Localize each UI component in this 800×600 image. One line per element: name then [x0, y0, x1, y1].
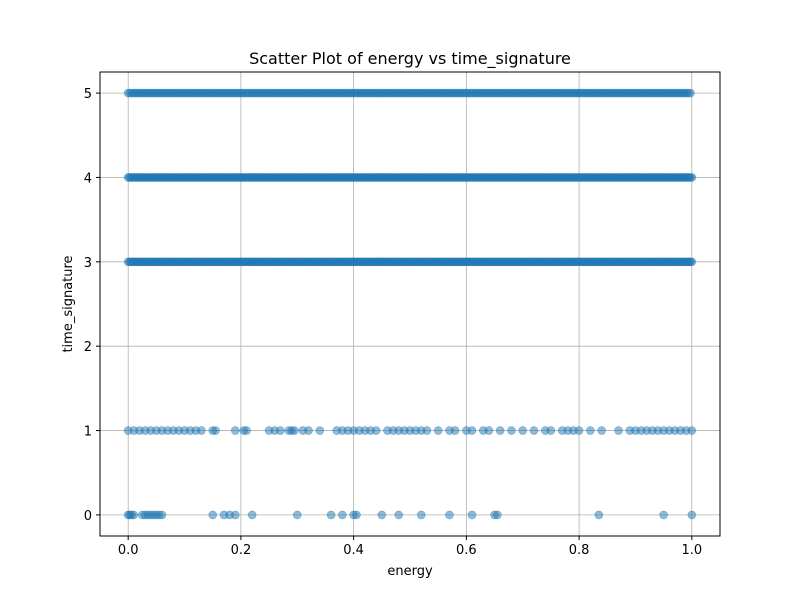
data-point: [597, 426, 606, 435]
data-point: [290, 426, 299, 435]
data-point: [495, 426, 505, 435]
data-point: [394, 510, 404, 520]
plot-frame: [99, 71, 721, 537]
data-point: [377, 510, 387, 520]
x-tick-label: 0.2: [231, 543, 252, 558]
x-tick-label: 1.0: [681, 543, 702, 558]
data-point: [230, 510, 240, 520]
data-point: [326, 510, 336, 520]
grid-lines: [100, 72, 720, 536]
data-point: [686, 88, 695, 98]
axis-ticks: 0.0 0.2 0.4 0.6 0.8 1.0 0 1 2 3 4 5: [84, 87, 702, 558]
data-point: [450, 426, 460, 435]
y-axis-label: time_signature: [61, 255, 76, 352]
data-point: [687, 426, 697, 435]
data-point: [687, 510, 697, 520]
data-point: [659, 510, 668, 520]
y-tick-label: 5: [84, 87, 92, 102]
data-point: [687, 257, 697, 267]
data-point: [157, 510, 167, 520]
x-tick-label: 0.0: [118, 543, 139, 558]
y-tick-label: 0: [84, 509, 92, 524]
data-point: [292, 510, 302, 520]
data-point: [247, 510, 257, 520]
data-point: [422, 426, 432, 435]
data-point: [338, 510, 347, 520]
y-tick-label: 1: [84, 425, 92, 440]
data-point: [304, 426, 313, 435]
data-point: [315, 426, 325, 435]
data-point: [416, 510, 426, 520]
data-point: [208, 510, 218, 520]
data-point: [467, 426, 477, 435]
data-point: [484, 426, 494, 435]
data-point: [687, 173, 697, 182]
x-tick-label: 0.6: [456, 543, 477, 558]
y-tick-label: 4: [84, 171, 92, 186]
data-point: [230, 426, 240, 435]
data-point: [574, 426, 584, 435]
data-point: [211, 426, 220, 435]
data-points: [123, 88, 697, 520]
data-point: [197, 426, 206, 435]
data-point: [507, 426, 516, 435]
data-point: [493, 510, 502, 520]
data-point: [594, 510, 604, 520]
x-tick-label: 0.4: [343, 543, 364, 558]
data-point: [518, 426, 528, 435]
data-point: [276, 426, 285, 435]
y-tick-label: 2: [84, 340, 92, 355]
x-axis-label: energy: [387, 564, 433, 579]
data-point: [129, 510, 139, 520]
data-point: [352, 510, 361, 520]
chart-title: Scatter Plot of energy vs time_signature: [249, 49, 571, 69]
data-point: [467, 510, 477, 520]
data-point: [546, 426, 556, 435]
data-point: [242, 426, 251, 435]
data-point: [586, 426, 595, 435]
data-point: [445, 510, 454, 520]
x-tick-label: 0.8: [569, 543, 590, 558]
data-point: [614, 426, 623, 435]
y-tick-label: 3: [84, 256, 92, 271]
data-point: [529, 426, 539, 435]
data-point: [433, 426, 443, 435]
data-point: [371, 426, 381, 435]
